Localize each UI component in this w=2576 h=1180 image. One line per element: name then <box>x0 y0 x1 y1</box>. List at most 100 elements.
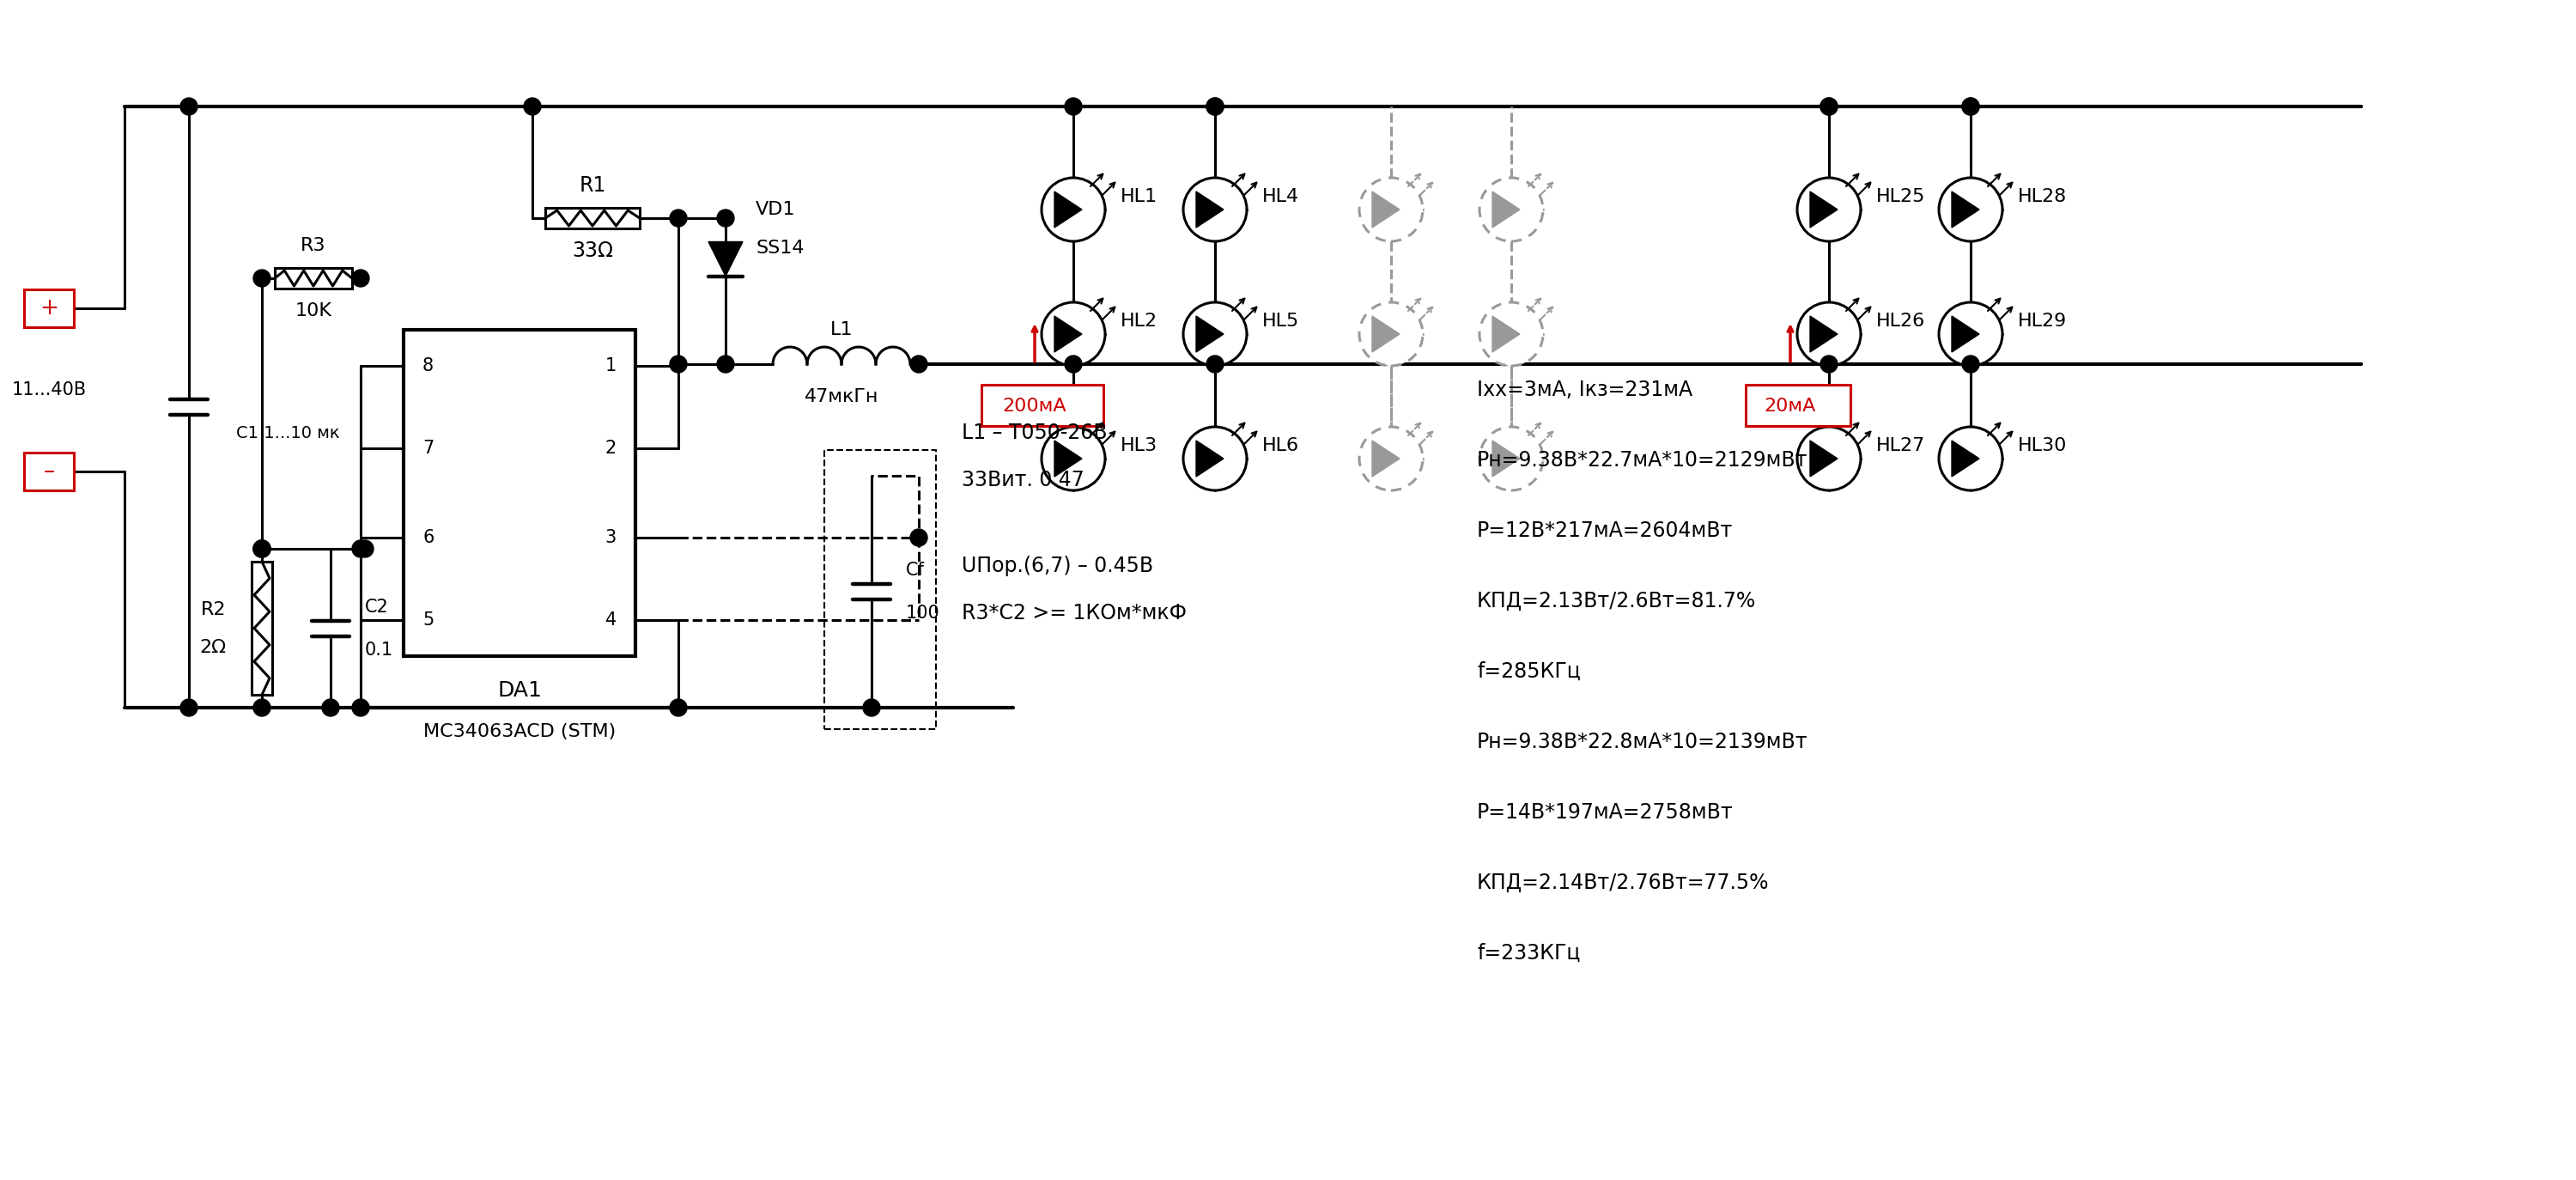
Circle shape <box>1821 355 1837 373</box>
Circle shape <box>180 98 198 116</box>
Bar <box>824 450 935 729</box>
Text: –: – <box>44 460 54 483</box>
Text: 10K: 10K <box>296 302 332 320</box>
Text: Рн=9.38В*22.7мА*10=2129мВт: Рн=9.38В*22.7мА*10=2129мВт <box>1476 450 1808 471</box>
Circle shape <box>1064 355 1082 373</box>
Text: HL2: HL2 <box>1121 313 1157 329</box>
Text: HL30: HL30 <box>2017 437 2066 454</box>
Text: 2: 2 <box>605 440 616 457</box>
Circle shape <box>353 270 368 287</box>
Circle shape <box>1182 302 1247 366</box>
Circle shape <box>863 699 881 716</box>
Polygon shape <box>1953 316 1978 352</box>
Circle shape <box>670 210 688 227</box>
Bar <box>404 329 636 656</box>
Text: L1 – Т050-26В: L1 – Т050-26В <box>961 422 1108 444</box>
Text: 5: 5 <box>422 611 433 629</box>
Text: C1 1...10 мк: C1 1...10 мк <box>237 425 340 441</box>
Circle shape <box>252 540 270 557</box>
Polygon shape <box>1054 191 1082 228</box>
Circle shape <box>252 270 270 287</box>
Text: f=285КГц: f=285КГц <box>1476 661 1582 682</box>
Circle shape <box>355 540 374 557</box>
Circle shape <box>1940 302 2002 366</box>
Circle shape <box>1206 98 1224 116</box>
Circle shape <box>1798 302 1860 366</box>
Text: HL1: HL1 <box>1121 188 1157 205</box>
Circle shape <box>1963 98 1978 116</box>
Bar <box>1747 385 1850 426</box>
Text: 7: 7 <box>422 440 433 457</box>
Text: Рн=9.38В*22.8мА*10=2139мВт: Рн=9.38В*22.8мА*10=2139мВт <box>1476 732 1808 753</box>
Text: 100: 100 <box>907 604 940 622</box>
Text: R1: R1 <box>580 175 605 196</box>
Polygon shape <box>1492 191 1520 228</box>
Text: 11...40В: 11...40В <box>10 381 88 399</box>
Circle shape <box>1821 98 1837 116</box>
Circle shape <box>1479 427 1543 491</box>
Circle shape <box>909 529 927 546</box>
Circle shape <box>716 355 734 373</box>
Polygon shape <box>1492 440 1520 477</box>
Circle shape <box>1206 355 1224 373</box>
Text: 33Вит. 0.47: 33Вит. 0.47 <box>961 470 1084 491</box>
Text: Р=14В*197мА=2758мВт: Р=14В*197мА=2758мВт <box>1476 802 1734 822</box>
Circle shape <box>670 355 688 373</box>
Bar <box>981 385 1103 426</box>
Circle shape <box>1206 98 1224 116</box>
Text: HL29: HL29 <box>2017 313 2066 329</box>
Circle shape <box>1940 178 2002 242</box>
Text: HL5: HL5 <box>1262 313 1298 329</box>
Circle shape <box>1940 427 2002 491</box>
Text: HL25: HL25 <box>1875 188 1924 205</box>
Text: R3*C2 >= 1КОм*мкФ: R3*C2 >= 1КОм*мкФ <box>961 603 1188 623</box>
Polygon shape <box>1811 440 1837 477</box>
Bar <box>23 453 75 491</box>
Text: DA1: DA1 <box>497 680 541 701</box>
Text: SS14: SS14 <box>755 240 804 257</box>
Polygon shape <box>1373 316 1399 352</box>
Text: Ixx=3мА, Iкз=231мА: Ixx=3мА, Iкз=231мА <box>1476 380 1692 400</box>
Text: Р=12В*217мА=2604мВт: Р=12В*217мА=2604мВт <box>1476 520 1734 542</box>
Polygon shape <box>1054 316 1082 352</box>
Polygon shape <box>1373 191 1399 228</box>
Text: f=233КГц: f=233КГц <box>1476 943 1582 964</box>
Circle shape <box>1479 178 1543 242</box>
Bar <box>23 289 75 327</box>
Polygon shape <box>1953 191 1978 228</box>
Polygon shape <box>1953 440 1978 477</box>
Text: 0.1: 0.1 <box>366 641 394 658</box>
Circle shape <box>1798 427 1860 491</box>
Text: 4: 4 <box>605 611 616 629</box>
Text: КПД=2.13Вт/2.6Вт=81.7%: КПД=2.13Вт/2.6Вт=81.7% <box>1476 591 1757 611</box>
Circle shape <box>1821 98 1837 116</box>
Text: 8: 8 <box>422 358 433 374</box>
Circle shape <box>523 98 541 116</box>
Circle shape <box>1963 355 1978 373</box>
Circle shape <box>1360 178 1422 242</box>
Polygon shape <box>1195 316 1224 352</box>
Circle shape <box>322 699 340 716</box>
Circle shape <box>252 540 270 557</box>
Text: 33Ω: 33Ω <box>572 241 613 261</box>
Text: Cf: Cf <box>907 562 925 579</box>
Polygon shape <box>1811 191 1837 228</box>
Text: +: + <box>39 297 59 320</box>
Text: UПор.(6,7) – 0.45В: UПор.(6,7) – 0.45В <box>961 556 1154 576</box>
Circle shape <box>1041 302 1105 366</box>
Circle shape <box>1182 427 1247 491</box>
Circle shape <box>252 540 270 557</box>
Text: МС34063ACD (STM): МС34063ACD (STM) <box>422 723 616 740</box>
Text: 47мкГн: 47мкГн <box>804 388 878 406</box>
Text: 1: 1 <box>605 358 616 374</box>
Polygon shape <box>1195 191 1224 228</box>
Text: 6: 6 <box>422 529 433 546</box>
Polygon shape <box>1195 440 1224 477</box>
Circle shape <box>1360 427 1422 491</box>
Circle shape <box>180 699 198 716</box>
Text: R3: R3 <box>301 237 327 254</box>
Circle shape <box>1360 302 1422 366</box>
Bar <box>276 268 353 289</box>
Circle shape <box>1798 178 1860 242</box>
Circle shape <box>1479 302 1543 366</box>
